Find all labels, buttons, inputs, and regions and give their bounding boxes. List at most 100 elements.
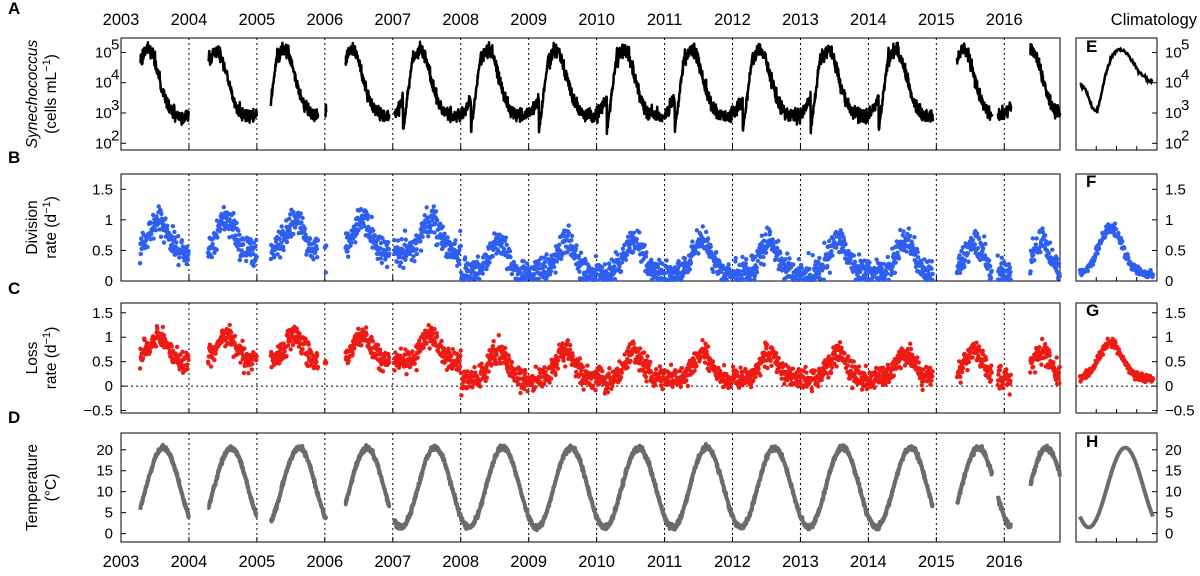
division-rate-point — [583, 258, 588, 264]
division-rate-point — [303, 232, 308, 237]
y-tick-label: 10 — [95, 44, 112, 61]
top-year-label: 2011 — [647, 11, 682, 29]
division-rate-point — [761, 254, 766, 260]
loss-rate-point — [1057, 381, 1062, 386]
division-rate-point — [838, 228, 843, 233]
division-rate-point — [177, 255, 182, 260]
loss-rate-point — [685, 383, 691, 389]
division-rate-point — [783, 257, 788, 262]
division-rate-point — [386, 246, 392, 252]
division-rate-point — [615, 252, 620, 257]
division-rate-point — [279, 240, 284, 245]
division-rate-point — [972, 242, 978, 247]
loss-rate-point — [958, 380, 963, 385]
division-rate-point — [414, 247, 419, 252]
division-rate-point — [163, 216, 168, 221]
loss-rate-point — [812, 368, 818, 373]
division-rate-point — [776, 238, 781, 244]
division-rate-point — [1040, 229, 1046, 235]
division-rate-point — [644, 250, 649, 255]
loss-rate-point — [523, 370, 528, 376]
division-rate-point — [153, 228, 158, 233]
loss-rate-point — [249, 367, 254, 372]
division-rate-point — [452, 241, 457, 246]
loss-rate-point — [387, 360, 392, 365]
loss-rate-point — [710, 359, 716, 364]
loss-rate-point — [359, 343, 364, 348]
loss-rate-point — [826, 375, 831, 380]
division-rate-point — [704, 229, 709, 235]
loss-rate-point — [477, 384, 483, 389]
division-rate-point — [827, 270, 833, 275]
loss-rate-point — [960, 366, 966, 371]
division-rate-point — [379, 260, 384, 266]
division-rate-point — [806, 250, 811, 256]
loss-rate-point — [496, 333, 501, 338]
division-rate-point — [821, 277, 827, 282]
loss-rate-point — [246, 371, 251, 376]
division-rate-point — [988, 264, 993, 269]
division-rate-point — [547, 272, 553, 277]
loss-rate-point — [863, 363, 868, 369]
division-rate-point — [740, 276, 745, 282]
division-rate-point — [885, 254, 890, 260]
division-rate-point — [901, 229, 906, 234]
bottom-year-label: 2004 — [171, 553, 208, 571]
division-rate-point — [179, 238, 185, 243]
division-rate-point — [906, 226, 911, 231]
division-rate-point — [752, 274, 757, 279]
division-rate-point — [279, 224, 284, 229]
loss-rate-point — [479, 361, 484, 366]
division-rate-point — [976, 236, 982, 242]
division-rate-climatology-point — [1113, 226, 1119, 232]
division-rate-point — [841, 235, 846, 240]
loss-rate-point — [764, 342, 770, 347]
division-rate-point — [988, 275, 994, 281]
loss-rate-point — [225, 340, 230, 345]
division-rate-climatology-point — [1150, 272, 1156, 277]
division-rate-point — [237, 257, 242, 263]
loss-rate-point — [834, 364, 839, 369]
division-rate-point — [511, 259, 516, 265]
division-rate-point — [998, 277, 1003, 282]
y-tick-label: 10 — [96, 484, 113, 501]
top-year-label: 2010 — [578, 11, 615, 29]
division-rate-point — [1032, 258, 1037, 263]
division-rate-point — [490, 254, 495, 259]
division-rate-point — [417, 235, 422, 240]
loss-rate-point — [303, 336, 308, 341]
division-rate-point — [714, 250, 719, 255]
division-rate-point — [999, 255, 1004, 260]
division-rate-point — [287, 216, 292, 221]
clim-y-tick-label: 1.5 — [1165, 181, 1186, 198]
division-rate-point — [618, 269, 624, 274]
loss-rate-point — [162, 336, 168, 342]
loss-rate-point — [1057, 364, 1062, 370]
loss-rate-point — [378, 347, 383, 352]
division-rate-point — [324, 243, 329, 248]
clim-y-tick-label: 0.5 — [1165, 242, 1186, 259]
loss-rate-point — [449, 353, 454, 359]
division-rate-point — [428, 223, 433, 228]
loss-rate-climatology-point — [1113, 340, 1118, 345]
division-rate-point — [912, 235, 917, 240]
division-rate-point — [829, 249, 834, 254]
loss-rate-point — [828, 370, 834, 376]
loss-rate-point — [1028, 370, 1033, 375]
division-rate-point — [403, 257, 408, 262]
loss-rate-point — [660, 386, 665, 392]
loss-rate-point — [227, 322, 232, 328]
division-rate-point — [323, 270, 328, 275]
division-rate-point — [182, 258, 187, 263]
division-rate-point — [893, 260, 898, 265]
division-rate-point — [989, 268, 994, 274]
panel-label-d: D — [8, 408, 20, 427]
division-rate-point — [542, 264, 548, 269]
division-rate-point — [761, 238, 767, 243]
division-rate-climatology-point — [1122, 246, 1127, 251]
panel-label-b: B — [8, 148, 20, 167]
y-axis-label-line1: Synechococcus — [24, 39, 41, 148]
division-rate-point — [796, 256, 802, 262]
division-rate-point — [930, 277, 935, 282]
division-rate-point — [748, 277, 753, 282]
